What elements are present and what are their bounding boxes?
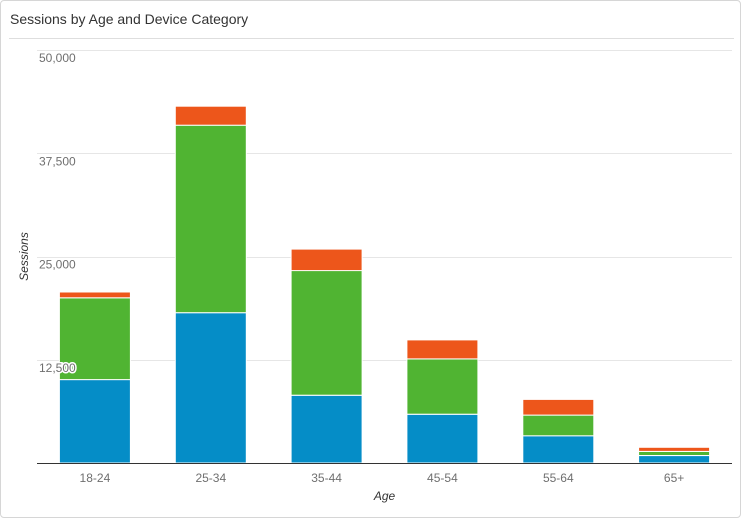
- title-divider: [9, 38, 734, 39]
- y-tick-label: 50,000: [39, 51, 76, 65]
- y-tick-label: 12,500: [39, 361, 76, 375]
- bar-segment-25-34-series-1: [174, 312, 247, 464]
- bar-segment-35-44-series-1: [290, 394, 363, 464]
- y-tick-label: 25,000: [39, 258, 76, 272]
- y-tick-label: 37,500: [39, 154, 76, 168]
- bar-segment-55-64-series-3: [522, 398, 595, 416]
- bar-segment-35-44-series-2: [290, 270, 363, 396]
- bar-segment-45-54-series-2: [406, 358, 479, 415]
- x-tick-label: 18-24: [80, 471, 111, 485]
- bar-segment-35-44-series-3: [290, 248, 363, 272]
- gridlines: [37, 50, 732, 361]
- bars: [58, 105, 711, 464]
- bar-segment-45-54-series-1: [406, 413, 479, 464]
- x-tick-label: 65+: [664, 471, 684, 485]
- bar-segment-18-24-series-1: [58, 379, 131, 464]
- bar-segment-25-34-series-3: [174, 105, 247, 126]
- x-tick-label: 25-34: [195, 471, 226, 485]
- bar-segment-65+-series-2: [638, 450, 711, 456]
- bar-segment-55-64-series-1: [522, 435, 595, 464]
- tick-labels: 18-24 25-34 35-44 45-54 55-64 65+ 12,500 25,000…: [38, 50, 685, 486]
- bar-segment-25-34-series-2: [174, 124, 247, 314]
- x-tick-label: 45-54: [427, 471, 458, 485]
- chart-title: Sessions by Age and Device Category: [10, 11, 249, 27]
- x-tick-label: 55-64: [543, 471, 574, 485]
- x-axis-title: Age: [373, 489, 396, 503]
- bar-segment-55-64-series-2: [522, 414, 595, 437]
- bar-segment-18-24-series-2: [58, 297, 131, 381]
- bar-segment-45-54-series-3: [406, 339, 479, 360]
- x-tick-label: 35-44: [311, 471, 342, 485]
- y-axis-title: Sessions: [17, 232, 31, 281]
- bar-segment-65+-series-1: [638, 455, 711, 464]
- bar-segment-65+-series-3: [638, 446, 711, 452]
- bar-segment-18-24-series-3: [58, 291, 131, 299]
